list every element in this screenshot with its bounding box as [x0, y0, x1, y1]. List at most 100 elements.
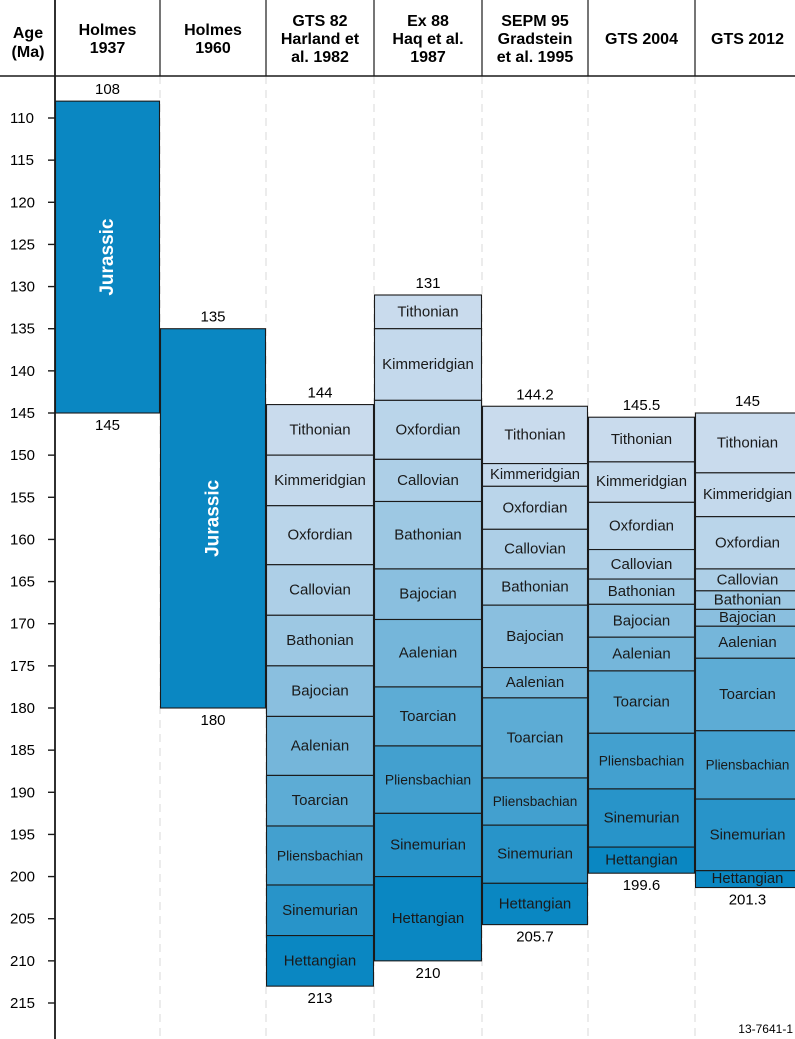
stage-label: Tithonian: [397, 303, 458, 320]
stage-label: Tithonian: [504, 426, 565, 443]
stage-block: [373, 876, 483, 962]
axis-tick-label: 165: [10, 574, 35, 591]
bottom-boundary-label: 205.7: [516, 929, 554, 946]
stage-block: [587, 788, 696, 848]
stage-label: Tithonian: [289, 421, 350, 438]
stage-label: Bathonian: [394, 527, 462, 544]
stage-block: [373, 686, 483, 747]
figure-id: 13-7641-1: [738, 1022, 793, 1036]
column-header-line: Holmes: [184, 22, 242, 39]
axis-tick-label: 215: [10, 995, 35, 1012]
stage-label: Aalenian: [718, 634, 776, 651]
stage-block: [373, 812, 483, 878]
stage-label: Bathonian: [286, 632, 354, 649]
stage-block: [265, 884, 375, 937]
bottom-boundary-label: 210: [415, 965, 440, 982]
stage-block: [481, 528, 589, 570]
stage-block: [265, 935, 375, 987]
stage-block: [587, 670, 696, 734]
stage-label: Pliensbachian: [493, 794, 578, 809]
top-boundary-label: 135: [200, 309, 225, 326]
stage-block: [694, 412, 795, 474]
stage-label: Pliensbachian: [385, 772, 471, 788]
stage-label: Tithonian: [611, 431, 672, 448]
stage-label: Bajocian: [506, 628, 564, 645]
stage-label: Sinemurian: [497, 846, 573, 863]
column-header-line: SEPM 95: [501, 13, 569, 30]
stage-label: Hettangian: [499, 895, 572, 912]
stage-label: Bajocian: [399, 586, 457, 603]
stage-block: [587, 461, 696, 503]
stage-block: [587, 846, 696, 874]
top-boundary-label: 145.5: [623, 397, 661, 414]
column-header-line: et al. 1995: [497, 49, 574, 66]
stage-label: Callovian: [717, 571, 779, 588]
stage-label: Tithonian: [717, 434, 778, 451]
stage-label: Callovian: [289, 582, 351, 599]
column-header-line: GTS 82: [292, 13, 347, 30]
stage-label: Hettangian: [392, 910, 465, 927]
stage-label: Callovian: [397, 472, 459, 489]
stage-label: Hettangian: [712, 871, 784, 887]
stage-block: [481, 405, 589, 465]
column-header-line: 1937: [90, 40, 126, 57]
bottom-boundary-label: 213: [307, 990, 332, 1007]
column-header-line: 1960: [195, 40, 231, 57]
stage-label: Callovian: [611, 556, 673, 573]
stage-label: Aalenian: [399, 645, 457, 662]
period-label: Jurassic: [203, 479, 224, 557]
stage-block: [265, 505, 375, 566]
stage-block: [587, 416, 696, 463]
stage-block: [481, 824, 589, 884]
column-header-line: Gradstein: [498, 31, 573, 48]
column-header-line: Haq et al.: [392, 31, 463, 48]
stage-label: Kimmeridgian: [274, 472, 366, 489]
stage-label: Hettangian: [284, 952, 357, 969]
axis-title-line2: (Ma): [12, 44, 45, 61]
axis-tick-label: 175: [10, 658, 35, 675]
stage-block: [694, 472, 795, 518]
axis-tick-label: 145: [10, 405, 35, 422]
stage-block: [265, 404, 375, 456]
stage-block: [481, 666, 589, 699]
stage-block: [694, 870, 795, 889]
stage-block: [587, 636, 696, 672]
stage-label: Bajocian: [719, 610, 776, 626]
axis-tick-label: 155: [10, 489, 35, 506]
axis-tick-label: 130: [10, 279, 35, 296]
top-boundary-label: 108: [95, 81, 120, 98]
axis-tick-label: 150: [10, 447, 35, 464]
stage-label: Toarcian: [292, 792, 349, 809]
stage-block: [481, 697, 589, 779]
stage-block: [265, 715, 375, 776]
stage-block: [373, 568, 483, 621]
stage-label: Oxfordian: [609, 517, 674, 534]
axis-tick-label: 125: [10, 236, 35, 253]
period-label: Jurassic: [97, 218, 118, 296]
stage-label: Bathonian: [501, 579, 569, 596]
stage-block: [265, 454, 375, 507]
column-header-line: Ex 88: [407, 13, 449, 30]
axis-tick-label: 120: [10, 194, 35, 211]
axis-tick-label: 180: [10, 700, 35, 717]
stage-label: Toarcian: [400, 708, 457, 725]
bottom-boundary-label: 201.3: [729, 892, 767, 909]
stage-block: [265, 665, 375, 717]
stage-label: Kimmeridgian: [382, 356, 474, 373]
stage-label: Bathonian: [608, 583, 676, 600]
stage-block: [587, 603, 696, 638]
stage-block: [481, 882, 589, 926]
top-boundary-label: 131: [415, 275, 440, 292]
stage-label: Aalenian: [291, 737, 349, 754]
axis-tick-label: 185: [10, 742, 35, 759]
column-header-line: GTS 2012: [711, 31, 784, 48]
axis-tick-label: 170: [10, 616, 35, 633]
stage-block: [265, 564, 375, 616]
stage-block: [694, 625, 795, 659]
stage-label: Sinemurian: [604, 809, 680, 826]
period-block: [54, 100, 161, 414]
